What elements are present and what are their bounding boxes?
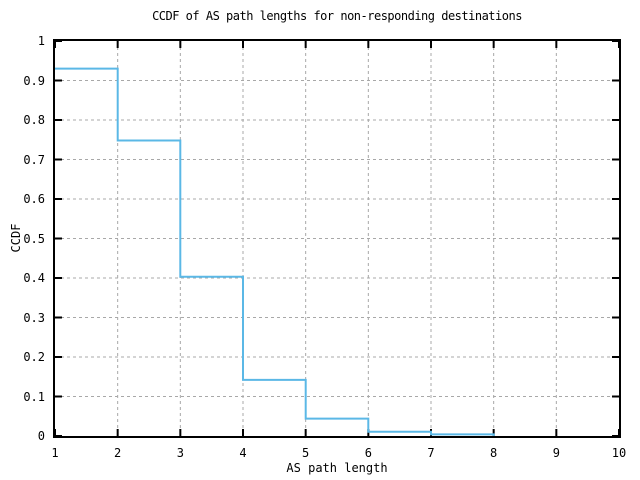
y-tick-label: 0.2 — [23, 350, 45, 364]
x-tick-label: 4 — [239, 446, 247, 460]
x-tick-label: 8 — [490, 446, 498, 460]
plot-svg — [55, 41, 619, 436]
x-tick-label: 10 — [611, 446, 627, 460]
x-tick-label: 1 — [51, 446, 59, 460]
x-tick-label: 7 — [427, 446, 435, 460]
y-tick-label: 0.4 — [23, 271, 45, 285]
x-tick-label: 5 — [302, 446, 310, 460]
chart-title: CCDF of AS path lengths for non-respondi… — [152, 9, 522, 23]
x-tick-label: 2 — [114, 446, 122, 460]
y-tick-label: 0.5 — [23, 231, 45, 246]
x-tick-label: 3 — [176, 446, 184, 460]
x-axis-title: AS path length — [286, 461, 388, 475]
x-tick-label: 9 — [552, 446, 560, 460]
y-tick-label: 0.1 — [23, 389, 45, 404]
y-tick-label: 0.6 — [23, 192, 45, 206]
y-tick-label: 1 — [37, 34, 45, 48]
y-tick-label: 0.8 — [23, 113, 45, 127]
y-tick-label: 0.3 — [23, 310, 45, 325]
x-tick-label: 6 — [364, 446, 372, 460]
plot-area — [53, 39, 621, 438]
y-tick-label: 0.9 — [23, 73, 45, 88]
y-tick-label: 0 — [37, 429, 45, 443]
ccdf-step-line — [55, 67, 495, 436]
y-tick-label: 0.7 — [23, 152, 45, 167]
